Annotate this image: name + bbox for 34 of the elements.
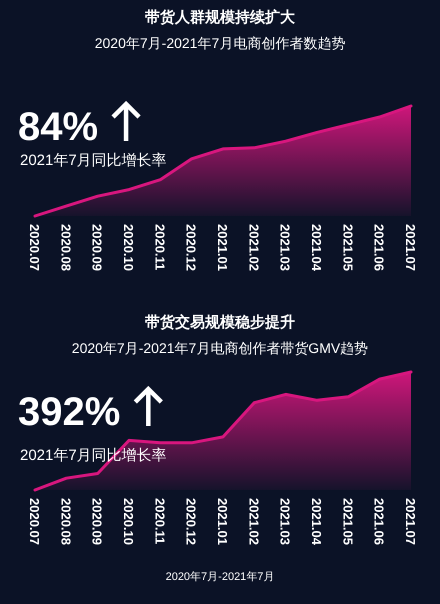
x-tick-label: 2020.08: [58, 224, 74, 271]
x-tick-label: 2020.12: [184, 498, 199, 545]
x-tick-label: 2020.07: [27, 224, 42, 271]
x-tick-label: 2021.06: [372, 224, 387, 271]
x-tick-label: 2021.07: [403, 224, 418, 271]
chart-title: 带货交易规模稳步提升: [145, 313, 295, 331]
x-tick-label: 2020.09: [90, 224, 105, 271]
x-tick-label: 2020.09: [90, 498, 105, 545]
x-tick-label: 2021.07: [403, 498, 418, 545]
x-tick-label: 2020.11: [152, 498, 168, 544]
x-tick-label: 2021.06: [372, 498, 387, 545]
chart-subtitle: 2020年7月-2021年7月电商创作者数趋势: [94, 35, 346, 51]
x-tick-label: 2021.03: [278, 498, 293, 545]
chart-title: 带货人群规模持续扩大: [145, 8, 296, 26]
x-tick-label: 2021.02: [246, 224, 262, 271]
x-tick-label: 2021.03: [278, 224, 293, 271]
x-tick-label: 2021.01: [215, 498, 230, 545]
chart-subtitle: 2020年7月-2021年7月电商创作者带货GMV趋势: [72, 340, 368, 356]
x-tick-label: 2020.12: [184, 224, 199, 271]
x-tick-label: 2020.10: [121, 224, 136, 271]
x-tick-label: 2021.05: [340, 224, 356, 271]
annotation: 392%: [18, 390, 120, 434]
x-tick-label: 2021.04: [309, 498, 324, 546]
x-tick-label: 2021.01: [215, 224, 230, 271]
x-tick-label: 2020.10: [121, 498, 136, 545]
x-tick-label: 2020.07: [27, 498, 42, 545]
x-tick-label: 2021.04: [309, 224, 324, 272]
x-tick-label: 2020.11: [152, 224, 168, 270]
text: 2020年7月-2021年7月: [166, 571, 274, 583]
annotation: 84%: [18, 105, 98, 149]
x-tick-label: 2020.08: [58, 498, 74, 545]
annotation: 2021年7月同比增长率: [20, 152, 167, 169]
x-tick-label: 2021.05: [340, 498, 356, 545]
x-tick-label: 2021.02: [246, 498, 262, 545]
